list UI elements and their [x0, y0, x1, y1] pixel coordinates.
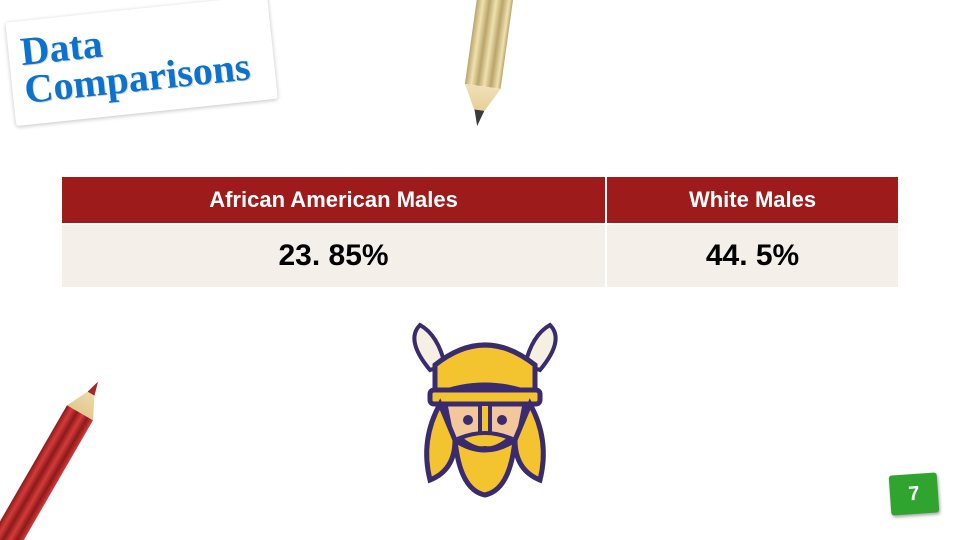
pencil-red	[0, 379, 108, 540]
title-tag: Data Comparisons	[12, 2, 271, 120]
page-number-bg: 7	[889, 472, 940, 515]
cell-0-1: 44. 5%	[606, 224, 899, 288]
page-number-tag: 7	[889, 472, 940, 515]
col-header-0: African American Males	[61, 176, 606, 224]
table-header-row: African American Males White Males	[61, 176, 899, 224]
col-header-1: White Males	[606, 176, 899, 224]
page-number: 7	[908, 482, 921, 506]
pencil-top-lead	[472, 109, 484, 126]
comparison-table: African American Males White Males 23. 8…	[60, 175, 900, 289]
viking-mascot	[400, 320, 570, 500]
table-row: 23. 85% 44. 5%	[61, 224, 899, 288]
pencil-top	[460, 0, 528, 123]
pencil-red-body	[0, 405, 93, 540]
cell-0-0: 23. 85%	[61, 224, 606, 288]
slide: Data Comparisons African American Males …	[0, 0, 960, 540]
mascot-svg	[400, 320, 570, 500]
pencil-top-body	[465, 0, 528, 89]
